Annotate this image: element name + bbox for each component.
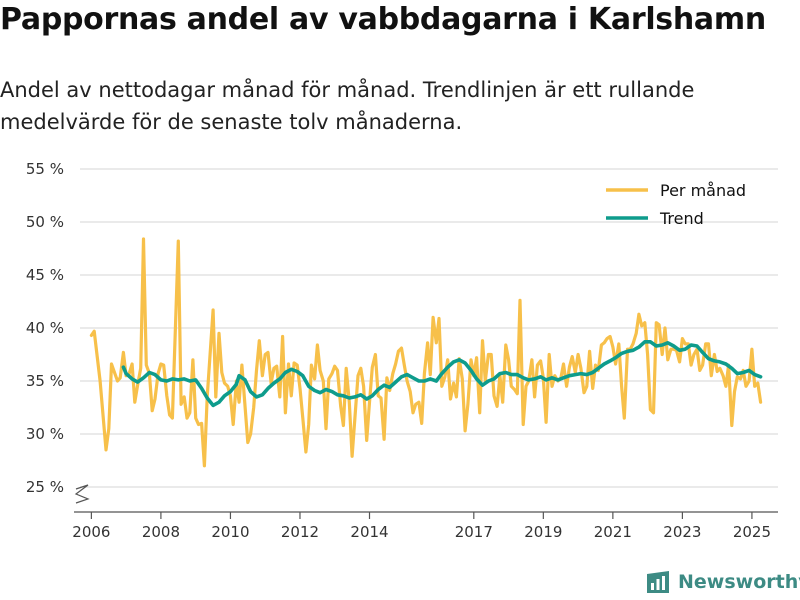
x-tick-label: 2006 — [72, 523, 110, 541]
x-tick-label: 2008 — [142, 523, 180, 541]
x-tick-label: 2014 — [350, 523, 388, 541]
legend: Per månad Trend — [606, 181, 746, 228]
y-tick-label: 25 % — [26, 478, 64, 496]
y-tick-label: 50 % — [26, 213, 64, 231]
series-line-per-manad — [89, 237, 763, 468]
y-tick-label: 45 % — [26, 266, 64, 284]
x-tick-label: 2010 — [211, 523, 249, 541]
x-tick-label: 2021 — [594, 523, 632, 541]
x-tick-label: 2012 — [281, 523, 319, 541]
legend-label: Trend — [659, 209, 704, 228]
newsworthy-logo: Newsworthy — [645, 569, 800, 595]
x-tick-label: 2023 — [663, 523, 701, 541]
y-tick-label: 35 % — [26, 372, 64, 390]
legend-label: Per månad — [660, 181, 746, 200]
axes: 25 % 30 % 35 % 40 % 45 % 50 % 55 % 2006 2008 2010… — [26, 160, 778, 541]
y-tick-label: 30 % — [26, 425, 64, 443]
y-tick-label: 40 % — [26, 319, 64, 337]
series-line-trend — [121, 340, 763, 408]
x-tick-label: 2025 — [733, 523, 771, 541]
axis-break-icon — [74, 484, 90, 504]
series — [89, 237, 763, 468]
newsworthy-logo-icon — [647, 571, 669, 593]
y-tick-label: 55 % — [26, 160, 64, 178]
chart-subtitle: Andel av nettodagar månad för månad. Tre… — [0, 78, 695, 134]
x-tick-label: 2017 — [455, 523, 493, 541]
chart-title: Pappornas andel av vabbdagarna i Karlsha… — [0, 2, 766, 37]
x-tick-label: 2019 — [524, 523, 562, 541]
newsworthy-logo-text: Newsworthy — [678, 571, 800, 593]
